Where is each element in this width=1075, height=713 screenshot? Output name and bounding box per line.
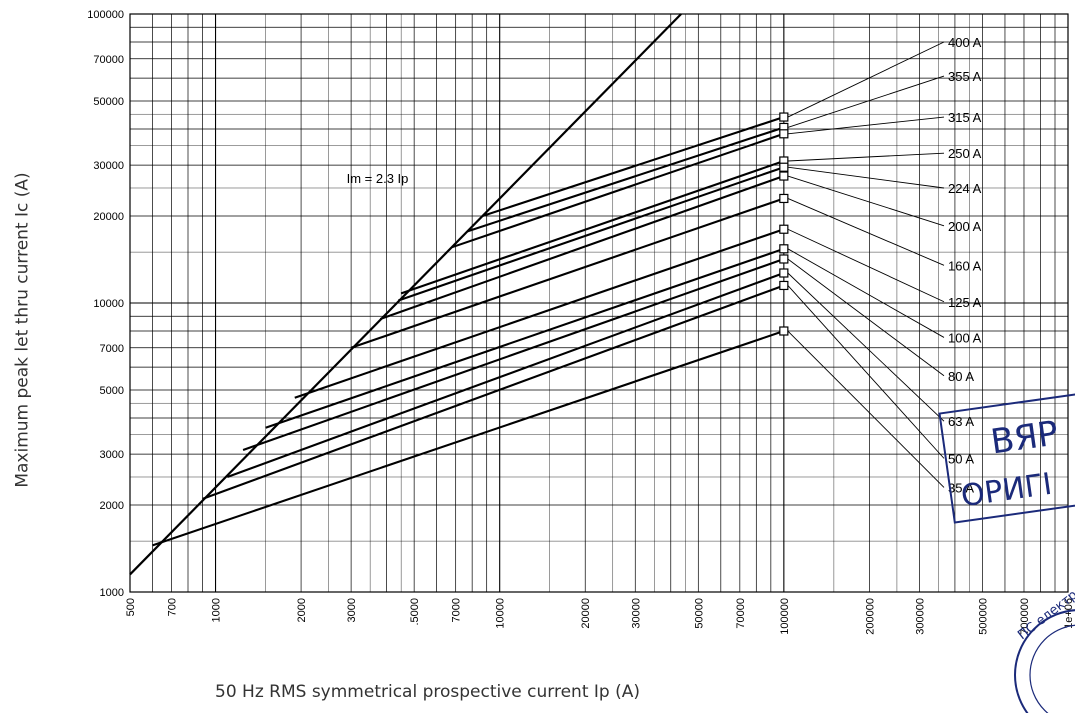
x-tick-labels: 500 700 1000 2000 3000 .5000 7000 10000 20000 300…: [125, 598, 1075, 635]
curve-label: 224 A: [948, 181, 982, 196]
curve-label: 125 A: [948, 295, 982, 310]
leader-line: [787, 41, 945, 118]
leader-line: [787, 272, 945, 422]
y-tick-label: 10000: [93, 298, 124, 310]
plot-frame: [129, 13, 1069, 593]
series-line: [451, 132, 785, 249]
x-tick-label: 70000: [735, 598, 747, 629]
x-tick-label: 500: [125, 598, 137, 616]
curve-labels: 400 A 355 A 315 A 250 A 224 A 200 A 160 A 125 A…: [787, 35, 982, 495]
x-axis-label: 50 Hz RMS symmetrical prospective curren…: [215, 682, 640, 702]
series-end-marker: [779, 244, 789, 254]
leader-line: [787, 258, 945, 377]
curve-label: 35 A: [948, 480, 974, 495]
stamp-line1: ВЯР: [988, 413, 1060, 462]
x-tick-label: 700000: [1019, 598, 1031, 635]
curve-label: 63 A: [948, 414, 974, 429]
series-line: [400, 160, 785, 295]
series-end-marker: [779, 268, 789, 278]
series-end-marker: [779, 112, 789, 122]
stamp-border: [938, 392, 1075, 524]
x-tick-label: 1000: [211, 598, 223, 622]
curves: [129, 13, 789, 576]
leader-line: [787, 198, 945, 266]
curve-label: 100 A: [948, 330, 982, 345]
stamp-line2: ОРИГІ: [959, 467, 1054, 514]
series-line: [202, 284, 785, 500]
y-tick-label: 50000: [93, 96, 124, 108]
series-line: [467, 126, 785, 233]
series-end-marker: [779, 193, 789, 204]
series-end-marker: [779, 326, 789, 336]
series-line: [152, 330, 785, 547]
series-line: [265, 247, 785, 429]
curve-label: 200 A: [948, 219, 982, 234]
x-tick-label: 3000: [346, 598, 358, 622]
series-line: [242, 257, 785, 451]
series-line: [482, 116, 785, 217]
x-tick-label: 7000: [451, 598, 463, 622]
series-end-marker: [779, 129, 789, 139]
series-end-marker: [779, 280, 789, 291]
leader-line: [787, 116, 945, 135]
series-line: [379, 175, 785, 321]
y-tick-label: 100000: [87, 9, 124, 21]
x-tick-label: .5000: [409, 598, 421, 626]
series-end-marker: [779, 171, 789, 181]
leader-line: [787, 152, 945, 162]
y-tick-label: 2000: [100, 500, 124, 512]
seal-inner: [1029, 624, 1075, 713]
x-tick-label: 1e+06: [1063, 598, 1075, 629]
annotation: Im = 2.3 Ip: [347, 171, 409, 186]
x-tick-label: 500000: [977, 598, 989, 635]
series-line: [350, 197, 785, 349]
x-tick-label: 300000: [914, 598, 926, 635]
curve-label: 400 A: [948, 35, 982, 50]
y-tick-label: 20000: [93, 211, 124, 223]
curve-label: 160 A: [948, 258, 982, 273]
x-tick-label: 2000: [296, 598, 308, 622]
curve-label: 80 A: [948, 369, 974, 384]
x-tick-label: 100000: [779, 598, 791, 635]
series-end-marker: [779, 224, 789, 234]
leader-line: [787, 228, 945, 303]
curve-label: 250 A: [948, 146, 982, 161]
curve-label: 355 A: [948, 69, 982, 84]
x-tick-label: 20000: [580, 598, 592, 629]
x-tick-label: 700: [167, 598, 179, 616]
leader-line: [787, 248, 945, 338]
x-tick-label: 30000: [630, 598, 642, 629]
x-tick-label: 50000: [693, 598, 705, 629]
y-axis-label: Maximum peak let thru current Ic (A): [12, 172, 33, 488]
leader-line: [787, 75, 945, 128]
y-tick-label: 70000: [93, 54, 124, 66]
curve-label: 50 A: [948, 451, 974, 466]
series-end-marker: [779, 162, 789, 172]
series-line: [226, 272, 785, 478]
im-limit-line: [129, 13, 682, 576]
seal-outer: [1014, 609, 1075, 713]
curve-label: 315 A: [948, 110, 982, 125]
y-tick-label: 7000: [100, 343, 124, 355]
leader-line: [787, 175, 945, 227]
y-tick-label: 5000: [100, 385, 124, 397]
im-ratio-annotation: Im = 2.3 Ip: [347, 171, 409, 186]
y-tick-label: 30000: [93, 160, 124, 172]
series-line: [294, 228, 785, 399]
x-tick-label: 200000: [864, 598, 876, 635]
leader-line: [787, 285, 945, 459]
leader-line: [787, 330, 945, 488]
y-tick-labels: 1000 2000 3000 5000 7000 10000 20000 30000 50000…: [87, 9, 124, 599]
series-line: [398, 166, 785, 302]
leader-line: [787, 166, 945, 189]
y-tick-label: 1000: [100, 587, 124, 599]
y-tick-label: 3000: [100, 449, 124, 461]
series-end-marker: [779, 254, 789, 264]
x-tick-label: 10000: [495, 598, 507, 629]
